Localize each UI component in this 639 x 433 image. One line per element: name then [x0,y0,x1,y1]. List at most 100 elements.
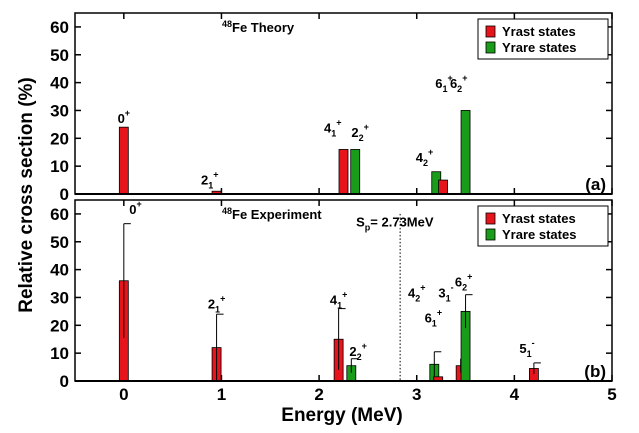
state-label-main: 4 [408,285,416,300]
y-tick-label: 30 [50,288,69,307]
state-label: 42+ [408,282,426,303]
state-label-sup: + [364,122,369,132]
state-label-main: 6 [450,76,457,91]
y-tick-label: 50 [50,46,69,65]
state-label: 22+ [349,341,367,362]
threshold-label-rest: = 2.73MeV [370,214,434,229]
state-label-sup: + [437,308,442,318]
state-label-sup: - [532,338,535,348]
state-label: 41+ [330,289,348,310]
state-label-sub: 2 [423,158,428,168]
bar-yrast [338,149,349,195]
y-tick-label: 60 [50,205,69,224]
y-tick-label: 0 [60,372,69,391]
state-label-sup: + [125,108,130,118]
threshold-label: Sp= 2.73MeV [356,214,434,232]
x-tick-label: 2 [314,385,323,404]
state-label-sup: + [448,73,453,83]
y-tick-label: 40 [50,74,69,93]
state-label-sub: 1 [527,349,532,359]
state-label-sub: 1 [337,300,342,310]
state-label-sup: + [336,118,341,128]
state-label-sup: + [462,73,467,83]
state-label-sup: + [362,341,367,351]
state-label-sub: 1 [331,129,336,139]
state-label-sup: + [420,282,425,292]
state-label-main: 0 [118,111,125,126]
bar-yrast [438,179,448,195]
state-label: 22+ [351,122,369,143]
y-tick-label: 40 [50,261,69,280]
state-label-sub: 1 [432,319,437,329]
panel-title-main: Fe Experiment [232,207,322,222]
legend-label: Yrast states [502,24,576,39]
y-tick-label: 30 [50,101,69,120]
bar-yrare [350,149,361,195]
y-tick-label: 10 [50,157,69,176]
state-label-main: 2 [349,344,356,359]
state-label: 21+ [208,294,226,315]
state-label-sub: 2 [457,84,462,94]
state-label-sup: + [467,271,472,281]
y-tick-label: 50 [50,233,69,252]
panel-title-main: Fe Theory [232,20,295,35]
y-axis-label: Relative cross section (%) [16,77,37,312]
legend-box [477,18,609,60]
state-label-sup: + [220,294,225,304]
x-tick-label: 5 [607,385,616,404]
state-label-main: 3 [438,285,445,300]
state-label: 41+ [324,118,342,139]
panel-title: 48Fe Experiment [222,206,322,222]
state-label: 0+ [129,199,142,217]
state-label-main: 6 [435,76,442,91]
panel-tag: (b) [584,362,606,381]
state-label-main: 6 [425,311,432,326]
x-tick-label: 1 [217,385,226,404]
state-label-sub: 1 [446,293,451,303]
state-label-main: 4 [324,121,332,136]
panel-tag: (a) [585,175,606,194]
state-label-sup: + [342,289,347,299]
bar-yrare [460,110,471,195]
state-label-main: 4 [416,150,424,165]
state-label-main: 4 [330,292,338,307]
legend-box [477,205,609,247]
state-label: 31- [438,282,453,303]
state-label-main: 2 [208,297,215,312]
panel-title: 48Fe Theory [222,19,295,35]
panel-title-sup: 48 [222,19,232,29]
state-label-main: 0 [129,202,136,217]
y-tick-label: 20 [50,316,69,335]
state-label-sub: 2 [415,293,420,303]
state-label-sub: 2 [462,282,467,292]
state-label-sup: + [428,147,433,157]
state-label: 62+ [455,271,473,292]
legend-swatch [485,41,496,54]
state-label: 21+ [201,169,219,190]
y-tick-label: 10 [50,344,69,363]
state-label: 61+ [425,308,443,329]
state-label: 0+ [118,108,130,126]
state-label-sup: + [137,199,142,209]
bar-yrast [118,126,129,195]
threshold-label-sub: p [365,222,371,232]
legend-swatch [485,228,496,241]
state-label-sub: 1 [443,84,448,94]
legend-label: Yrare states [502,40,576,55]
panel-title-sup: 48 [222,206,232,216]
state-label-sup: - [451,282,454,292]
state-label-main: 2 [201,172,208,187]
state-label: 42+ [416,147,434,168]
legend-label: Yrare states [502,227,576,242]
x-tick-label: 3 [412,385,421,404]
legend-swatch [485,25,496,38]
y-tick-label: 20 [50,129,69,148]
legend-swatch [485,212,496,225]
y-tick-label: 0 [60,185,69,204]
x-axis-label: Energy (MeV) [281,405,402,426]
threshold-label-main: S [356,214,365,229]
